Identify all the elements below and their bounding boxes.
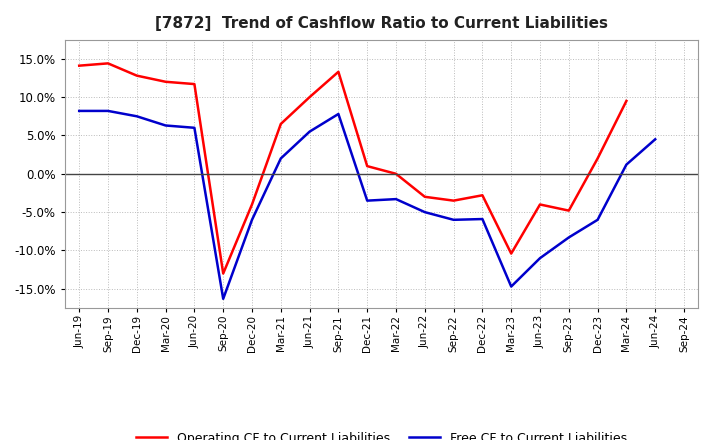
Free CF to Current Liabilities [334,111,343,117]
Free CF to Current Liabilities [248,217,256,223]
Operating CF to Current Liabilities [420,194,429,199]
Free CF to Current Liabilities [219,296,228,301]
Operating CF to Current Liabilities [219,271,228,276]
Operating CF to Current Liabilities [334,69,343,74]
Free CF to Current Liabilities [363,198,372,203]
Title: [7872]  Trend of Cashflow Ratio to Current Liabilities: [7872] Trend of Cashflow Ratio to Curren… [155,16,608,32]
Free CF to Current Liabilities [449,217,458,223]
Operating CF to Current Liabilities [478,193,487,198]
Free CF to Current Liabilities [564,235,573,240]
Operating CF to Current Liabilities [305,95,314,100]
Operating CF to Current Liabilities [363,164,372,169]
Free CF to Current Liabilities [651,137,660,142]
Free CF to Current Liabilities [507,284,516,289]
Operating CF to Current Liabilities [536,202,544,207]
Operating CF to Current Liabilities [132,73,141,78]
Free CF to Current Liabilities [420,209,429,215]
Free CF to Current Liabilities [622,162,631,167]
Operating CF to Current Liabilities [564,208,573,213]
Operating CF to Current Liabilities [161,79,170,84]
Line: Operating CF to Current Liabilities: Operating CF to Current Liabilities [79,63,626,274]
Operating CF to Current Liabilities [392,171,400,176]
Free CF to Current Liabilities [104,108,112,114]
Operating CF to Current Liabilities [75,63,84,68]
Free CF to Current Liabilities [478,216,487,222]
Free CF to Current Liabilities [593,217,602,223]
Free CF to Current Liabilities [161,123,170,128]
Free CF to Current Liabilities [392,197,400,202]
Legend: Operating CF to Current Liabilities, Free CF to Current Liabilities: Operating CF to Current Liabilities, Fre… [131,427,632,440]
Line: Free CF to Current Liabilities: Free CF to Current Liabilities [79,111,655,299]
Operating CF to Current Liabilities [276,121,285,127]
Free CF to Current Liabilities [132,114,141,119]
Operating CF to Current Liabilities [449,198,458,203]
Free CF to Current Liabilities [305,129,314,134]
Operating CF to Current Liabilities [104,61,112,66]
Operating CF to Current Liabilities [507,251,516,256]
Free CF to Current Liabilities [75,108,84,114]
Operating CF to Current Liabilities [190,81,199,87]
Free CF to Current Liabilities [190,125,199,130]
Free CF to Current Liabilities [276,156,285,161]
Operating CF to Current Liabilities [248,202,256,207]
Free CF to Current Liabilities [536,256,544,261]
Operating CF to Current Liabilities [593,156,602,161]
Operating CF to Current Liabilities [622,98,631,103]
